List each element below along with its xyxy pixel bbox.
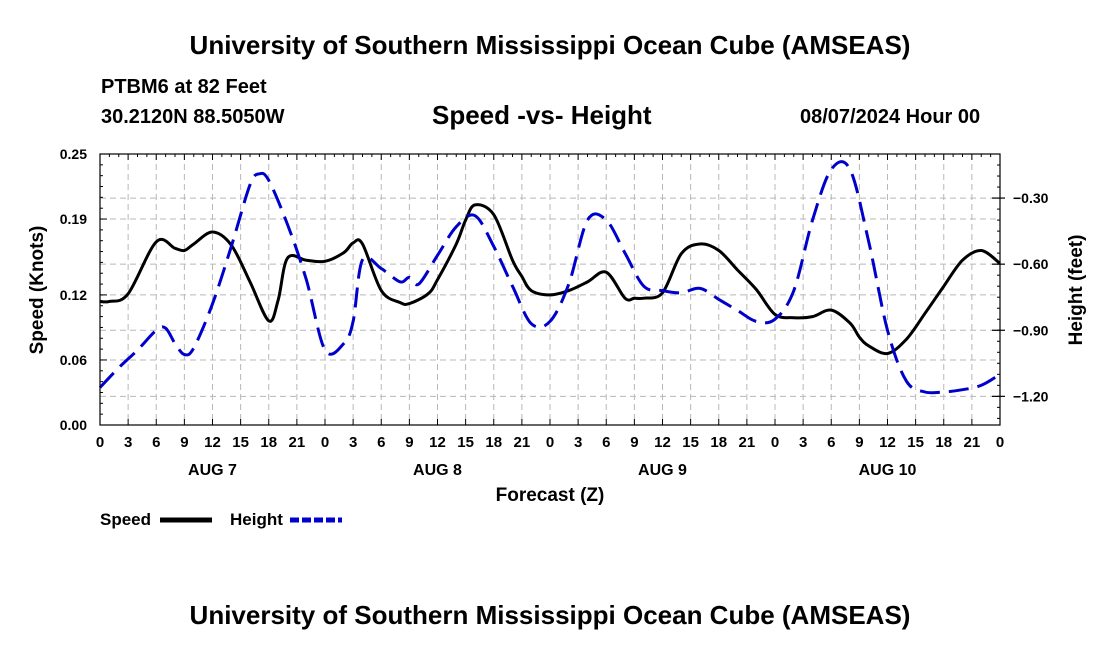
series-line-speed bbox=[99, 203, 1001, 356]
x-tick-label: 12 bbox=[204, 434, 221, 451]
x-tick-label: 3 bbox=[349, 434, 357, 451]
x-tick-label: 0 bbox=[96, 434, 104, 451]
x-tick-label: 21 bbox=[964, 434, 981, 451]
legend-speed-label: Speed bbox=[100, 510, 151, 529]
x-tick-label: 9 bbox=[855, 434, 863, 451]
x-tick-label: 9 bbox=[180, 434, 188, 451]
y-right-tick-label: −1.20 bbox=[1013, 388, 1049, 404]
x-tick-label: 9 bbox=[405, 434, 413, 451]
y-tick-label: 0.25 bbox=[60, 146, 87, 162]
y-axis-right-title: Height (feet) bbox=[1066, 235, 1087, 346]
x-tick-label: 6 bbox=[827, 434, 835, 451]
series-line-height bbox=[98, 160, 1001, 395]
day-label: AUG 8 bbox=[413, 462, 462, 479]
day-label: AUG 7 bbox=[188, 462, 237, 479]
x-tick-label: 0 bbox=[771, 434, 779, 451]
y-axis-title: Speed (Knots) bbox=[27, 226, 48, 355]
y-right-tick-label: −0.90 bbox=[1013, 322, 1049, 338]
y-tick-label: 0.06 bbox=[60, 352, 87, 368]
x-tick-label: 15 bbox=[682, 434, 699, 451]
x-tick-label: 6 bbox=[602, 434, 610, 451]
x-tick-label: 18 bbox=[485, 434, 502, 451]
x-axis-title: Forecast (Z) bbox=[496, 485, 605, 506]
station-label: PTBM6 at 82 Feet bbox=[101, 76, 267, 98]
axis-ticks bbox=[99, 153, 1005, 426]
x-tick-label: 6 bbox=[152, 434, 160, 451]
x-tick-label: 15 bbox=[457, 434, 474, 451]
x-tick-label: 15 bbox=[232, 434, 249, 451]
x-tick-label: 0 bbox=[546, 434, 554, 451]
series-lines bbox=[98, 160, 1001, 395]
x-tick-label: 0 bbox=[996, 434, 1004, 451]
y-tick-label: 0.12 bbox=[60, 287, 87, 303]
legend-height-label: Height bbox=[230, 510, 283, 529]
x-tick-label: 21 bbox=[739, 434, 756, 451]
x-tick-label: 18 bbox=[710, 434, 727, 451]
y-right-tick-label: −0.60 bbox=[1013, 256, 1049, 272]
day-label: AUG 9 bbox=[638, 462, 687, 479]
x-tick-label: 18 bbox=[260, 434, 277, 451]
y-right-tick-label: −0.30 bbox=[1013, 190, 1049, 206]
main-title: University of Southern Mississippi Ocean… bbox=[189, 30, 911, 60]
x-tick-label: 12 bbox=[429, 434, 446, 451]
chart-subtitle: Speed -vs- Height bbox=[432, 100, 652, 130]
x-tick-label: 3 bbox=[124, 434, 132, 451]
y-tick-label: 0.00 bbox=[60, 417, 87, 433]
x-tick-label: 6 bbox=[377, 434, 385, 451]
legend: Speed Height bbox=[100, 510, 342, 529]
forecast-datetime: 08/07/2024 Hour 00 bbox=[800, 106, 981, 128]
x-tick-label: 9 bbox=[630, 434, 638, 451]
coordinates-label: 30.2120N 88.5050W bbox=[101, 106, 285, 128]
day-label: AUG 10 bbox=[859, 462, 917, 479]
x-tick-label: 12 bbox=[879, 434, 896, 451]
x-tick-label: 21 bbox=[289, 434, 306, 451]
x-tick-label: 12 bbox=[654, 434, 671, 451]
x-tick-label: 3 bbox=[574, 434, 582, 451]
footer-title: University of Southern Mississippi Ocean… bbox=[189, 600, 911, 630]
axis-labels: 0 3 6 9 12 15 18 21 0 3 6 9 12 15 18 21 0 3 6 9 12 15 18 21 0 3 6 9… bbox=[60, 146, 1049, 479]
x-tick-label: 3 bbox=[799, 434, 807, 451]
x-tick-label: 15 bbox=[907, 434, 924, 451]
grid-lines bbox=[100, 154, 1000, 425]
x-tick-label: 21 bbox=[514, 434, 531, 451]
x-tick-label: 0 bbox=[321, 434, 329, 451]
x-tick-label: 18 bbox=[935, 434, 952, 451]
y-tick-label: 0.19 bbox=[60, 211, 87, 227]
